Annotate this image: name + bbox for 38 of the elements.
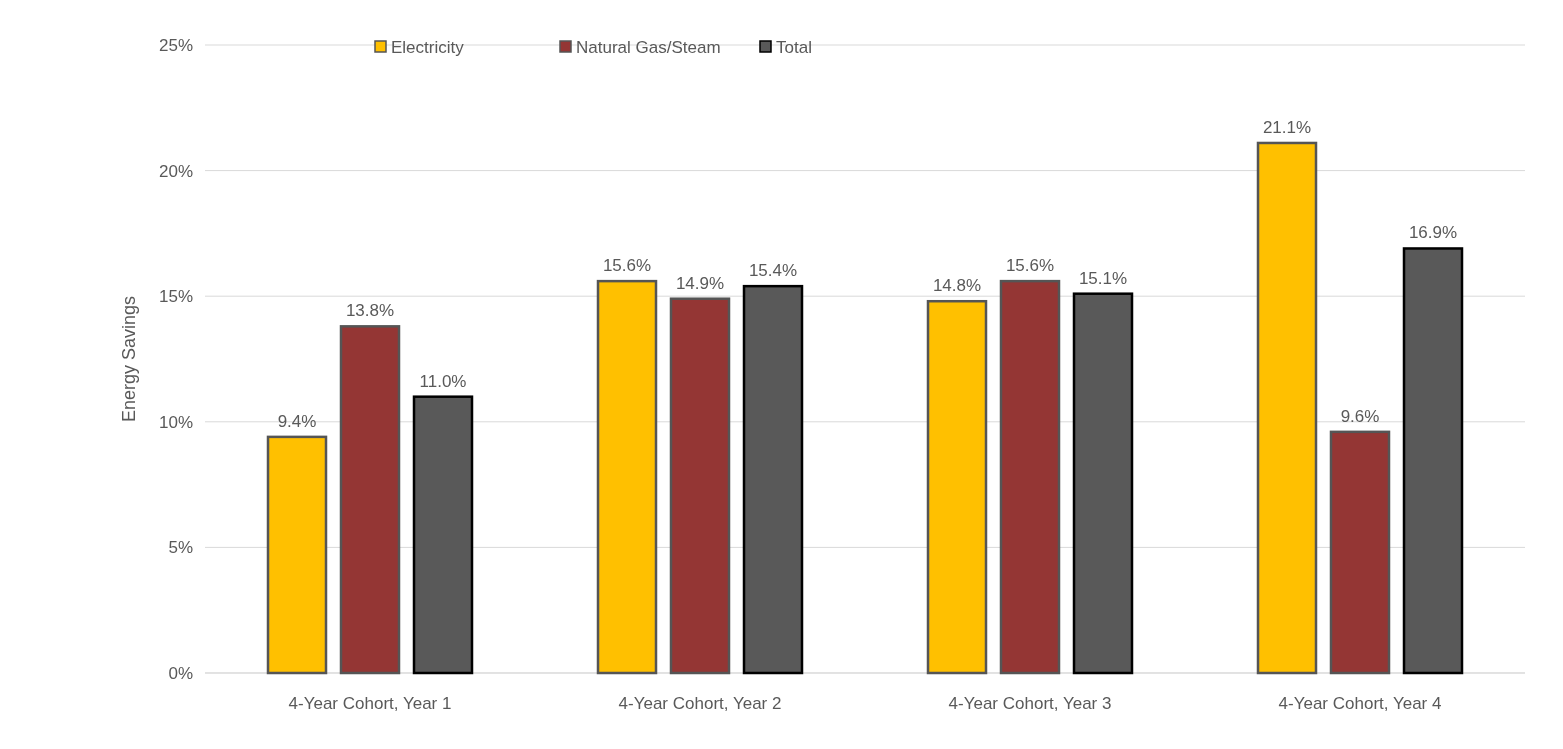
y-tick-label: 25% xyxy=(158,35,193,55)
y-tick-label: 20% xyxy=(158,161,193,181)
x-tick-label: 4-Year Cohort, Year 3 xyxy=(948,694,1112,713)
y-tick-label: 0% xyxy=(168,663,193,683)
legend-label: Natural Gas/Steam xyxy=(576,37,721,57)
legend-label: Total xyxy=(776,37,812,57)
bar xyxy=(926,299,988,675)
bar xyxy=(1402,247,1464,675)
text: 15.6% xyxy=(1005,256,1055,276)
bar xyxy=(1329,430,1391,675)
x-tick-label: 4-Year Cohort, Year 4 xyxy=(1278,694,1442,713)
legend-label: Electricity xyxy=(391,37,465,57)
bar xyxy=(742,284,804,675)
text: 15.1% xyxy=(1078,268,1128,288)
y-axis-title: Energy Savings xyxy=(119,295,139,423)
bar xyxy=(1072,292,1134,675)
text: 11.0% xyxy=(419,371,467,391)
y-tick-label: 10% xyxy=(158,412,193,432)
x-tick-label: 4-Year Cohort, Year 1 xyxy=(288,694,452,713)
bar xyxy=(412,395,474,675)
y-tick-label: 5% xyxy=(168,538,193,558)
bar xyxy=(1256,141,1318,675)
text: 14.9% xyxy=(675,273,725,293)
text: 15.4% xyxy=(748,261,798,281)
bar xyxy=(999,279,1061,675)
bar xyxy=(596,279,658,675)
text: 9.4% xyxy=(277,411,317,431)
y-tick-label: 15% xyxy=(158,287,193,307)
text: 13.8% xyxy=(345,301,395,321)
x-tick-label: 4-Year Cohort, Year 2 xyxy=(618,694,782,713)
bar xyxy=(669,297,731,675)
text: 9.6% xyxy=(1340,406,1380,426)
text: 21.1% xyxy=(1262,117,1312,137)
text: 15.6% xyxy=(602,256,652,276)
text: 16.9% xyxy=(1408,223,1458,243)
bar xyxy=(266,435,328,675)
text: 14.8% xyxy=(932,276,982,296)
bar xyxy=(339,325,401,675)
